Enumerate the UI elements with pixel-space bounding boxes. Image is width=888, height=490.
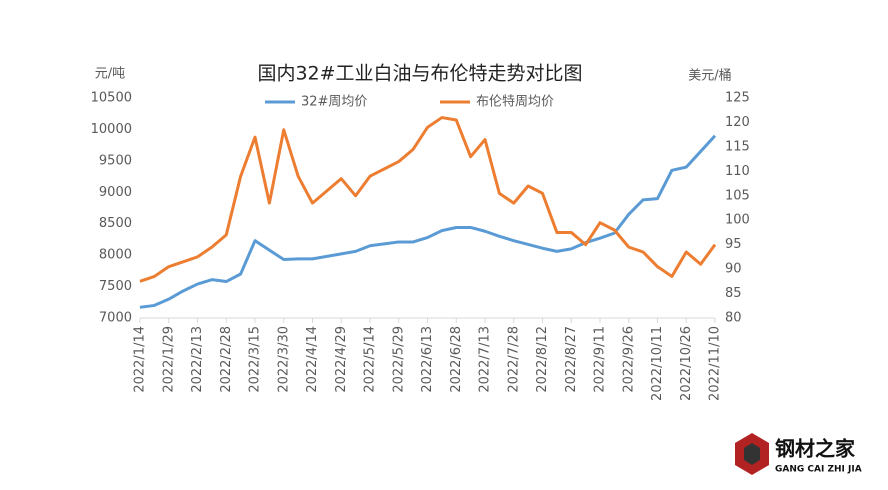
- y-tick-label: 8500: [99, 216, 132, 231]
- y2-tick-label: 95: [725, 237, 742, 252]
- chart-title: 国内32#工业白油与布伦特走势对比图: [257, 63, 582, 85]
- y2-tick-label: 90: [725, 262, 742, 277]
- logo-text: 钢材之家: [775, 437, 856, 461]
- y2-tick-label: 80: [725, 311, 742, 326]
- x-tick-label: 2022/5/14: [363, 326, 378, 393]
- x-tick-label: 2022/11/10: [708, 326, 723, 401]
- watermark: 钢材之家 GANG CAI ZHI JIA: [735, 433, 862, 475]
- x-tick-label: 2022/10/11: [650, 326, 665, 401]
- x-tick-label: 2022/2/13: [190, 326, 205, 393]
- x-tick-label: 2022/3/30: [276, 326, 291, 393]
- x-tick-label: 2022/10/26: [679, 326, 694, 401]
- series-line: [139, 116, 717, 283]
- x-tick-label: 2022/6/28: [449, 326, 464, 393]
- y2-tick-label: 105: [725, 188, 750, 203]
- x-tick-label: 2022/1/29: [161, 326, 176, 393]
- y2-axis-label: 美元/桶: [688, 69, 731, 84]
- series-line: [139, 134, 717, 309]
- x-tick-label: 2022/8/27: [564, 326, 579, 393]
- legend-label: 32#周均价: [301, 95, 367, 110]
- y-tick-label: 7500: [99, 279, 132, 294]
- y-tick-label: 8000: [99, 248, 132, 263]
- y-tick-label: 7000: [99, 311, 132, 326]
- x-tick-label: 2022/3/15: [248, 326, 263, 393]
- x-tick-label: 2022/4/14: [305, 326, 320, 393]
- x-tick-label: 2022/8/12: [535, 326, 550, 393]
- x-tick-label: 2022/6/13: [420, 326, 435, 393]
- y-axis-label: 元/吨: [95, 67, 125, 82]
- x-tick-label: 2022/5/29: [391, 326, 406, 393]
- legend-label: 布伦特周均价: [476, 95, 554, 110]
- y2-tick-label: 120: [725, 115, 750, 130]
- y-tick-label: 10000: [91, 122, 132, 137]
- x-tick-label: 2022/1/14: [133, 326, 148, 393]
- y-tick-label: 9500: [99, 153, 132, 168]
- logo-pinyin: GANG CAI ZHI JIA: [775, 465, 862, 475]
- y-tick-label: 10500: [91, 91, 132, 106]
- logo-inner: [744, 443, 760, 465]
- x-tick-label: 2022/2/28: [219, 326, 234, 393]
- x-tick-label: 2022/4/29: [334, 326, 349, 393]
- y2-tick-label: 125: [725, 91, 750, 106]
- y-tick-label: 9000: [99, 185, 132, 200]
- x-tick-label: 2022/7/13: [478, 326, 493, 393]
- y2-tick-label: 85: [725, 286, 742, 301]
- y2-tick-label: 100: [725, 213, 750, 228]
- y2-tick-label: 115: [725, 139, 750, 154]
- x-tick-label: 2022/7/28: [506, 326, 521, 393]
- y2-tick-label: 110: [725, 164, 750, 179]
- x-tick-label: 2022/9/11: [593, 326, 608, 393]
- x-tick-label: 2022/9/26: [621, 326, 636, 393]
